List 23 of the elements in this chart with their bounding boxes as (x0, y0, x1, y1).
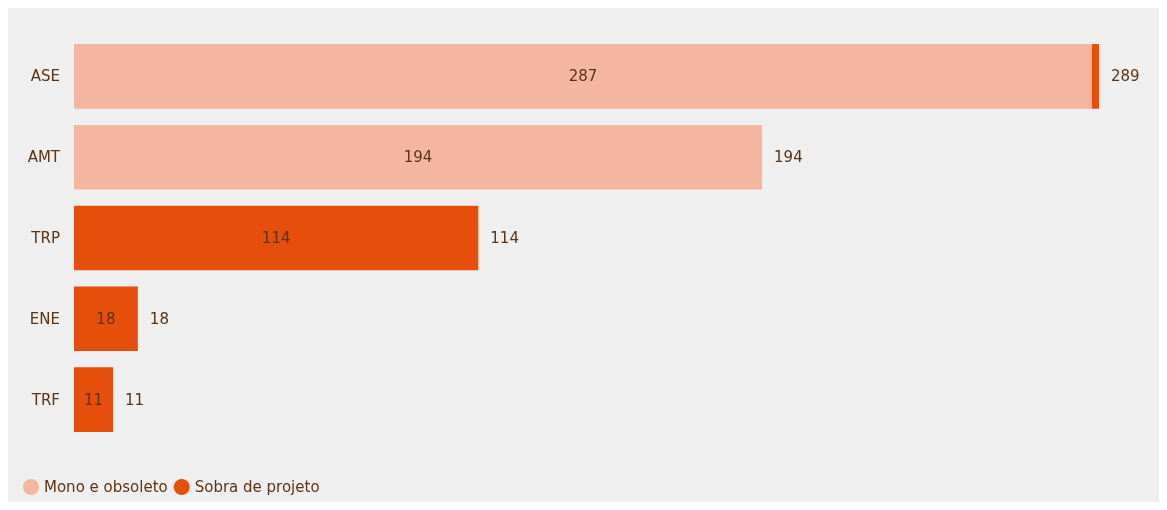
bar (74, 205, 479, 271)
data-label: 287 (568, 67, 598, 86)
total-label: 18 (149, 309, 169, 328)
total-label: 11 (125, 390, 145, 409)
data-label: 18 (96, 309, 116, 328)
bar (1091, 44, 1099, 109)
data-label: 11 (83, 390, 104, 409)
y-tick-label: ASE (30, 67, 60, 86)
total-label: 194 (774, 148, 803, 167)
legend-label: Mono e obsoleto (44, 478, 168, 496)
y-tick-label: AMT (27, 148, 61, 167)
y-tick-label: TRF (30, 390, 60, 409)
data-label: 114 (261, 229, 291, 247)
y-tick-label: ENE (29, 309, 60, 328)
y-tick-label: TRP (30, 229, 60, 247)
bar (74, 124, 763, 190)
data-label: 194 (403, 148, 433, 167)
total-label: 289 (1111, 67, 1140, 86)
bar (74, 367, 114, 432)
legend-label: Sobra de projeto (194, 478, 320, 496)
total-label: 114 (490, 229, 519, 247)
bar (74, 286, 138, 352)
bar (74, 44, 1092, 109)
